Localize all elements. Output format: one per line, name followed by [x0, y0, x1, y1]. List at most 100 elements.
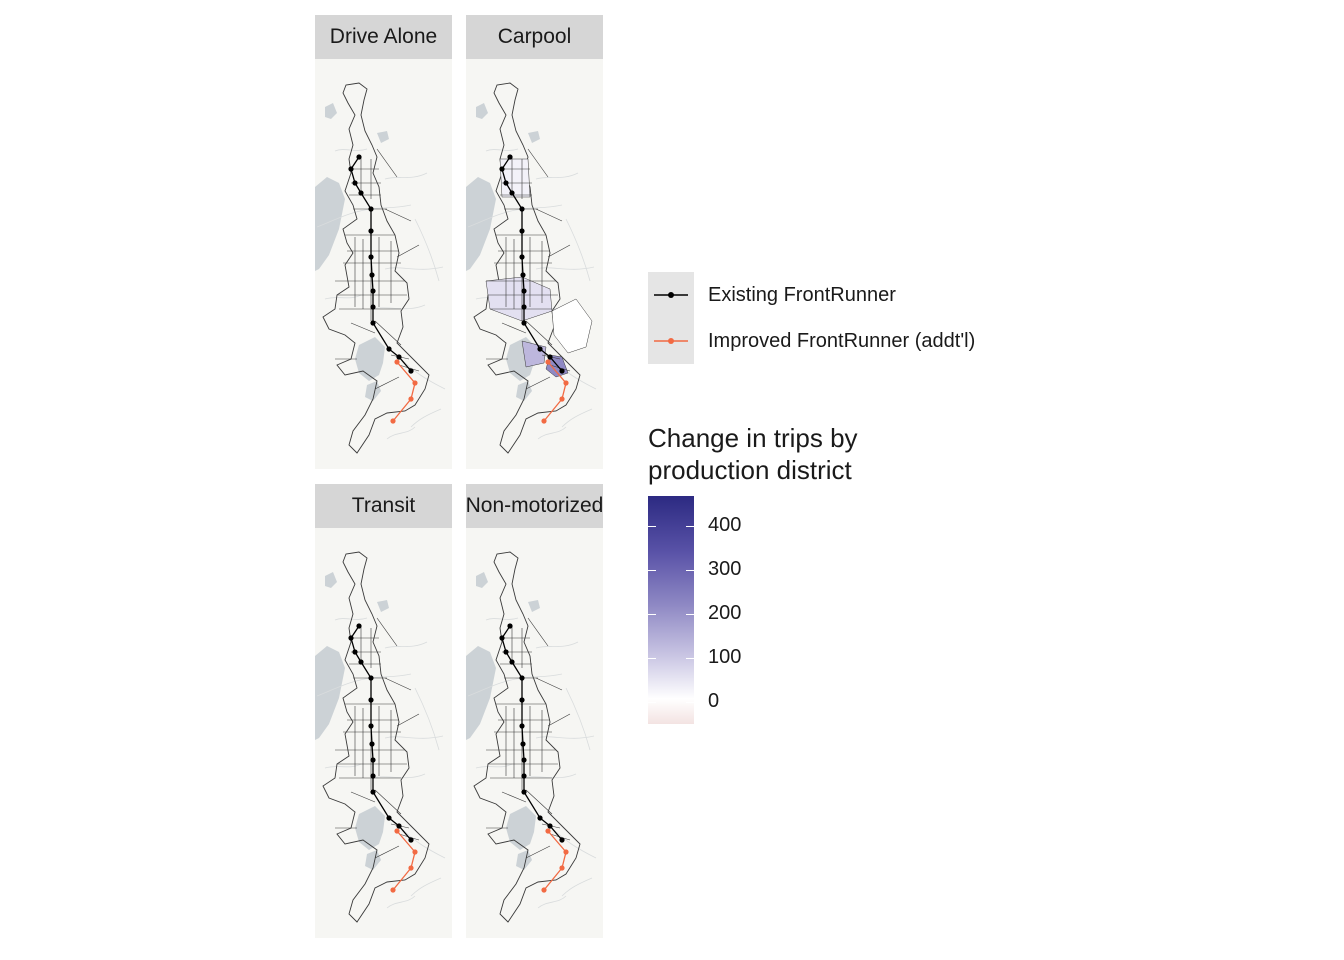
facet-non-motorized: Non-motorized	[466, 484, 603, 938]
water-body	[528, 600, 540, 612]
existing-station-point	[368, 723, 374, 729]
existing-station-point	[370, 789, 376, 795]
existing-station-point	[408, 837, 414, 843]
improved-station-point	[412, 849, 418, 855]
water-body	[506, 806, 536, 850]
basemap-road	[316, 677, 372, 697]
colorbar-tick	[686, 570, 694, 571]
existing-station-point	[507, 154, 513, 160]
basemap-background	[466, 59, 603, 469]
existing-station-point	[499, 635, 505, 641]
basemap-road	[410, 877, 442, 897]
map-panel	[315, 528, 452, 938]
basemap-road	[561, 877, 593, 897]
water-body	[528, 131, 540, 143]
existing-station-point	[519, 228, 525, 234]
colorbar-label-200: 200	[708, 602, 742, 624]
existing-station-point	[370, 757, 376, 763]
district-boundary	[374, 320, 402, 346]
map-panel	[315, 59, 452, 469]
basemap-road	[523, 773, 577, 779]
basemap-road	[485, 148, 519, 152]
basemap-road	[372, 304, 426, 310]
improved-station-point	[408, 396, 414, 402]
district-boundary	[350, 791, 376, 803]
map-svg	[466, 59, 603, 469]
basemap-road	[535, 172, 579, 180]
existing-station-point	[521, 288, 527, 294]
existing-station-point	[521, 757, 527, 763]
basemap-road	[316, 208, 372, 228]
colorbar-tick	[648, 702, 656, 703]
improved-station-point	[390, 887, 396, 893]
district-boundary	[350, 322, 376, 334]
legend-label-existing: Existing FrontRunner	[708, 284, 896, 306]
facet-label: Drive Alone	[329, 25, 438, 48]
basemap-road	[467, 677, 523, 697]
facet-strip: Drive Alone	[315, 15, 452, 59]
basemap-road	[372, 773, 426, 779]
existing-station-point	[356, 154, 362, 160]
existing-station-point	[352, 649, 358, 655]
colorbar	[648, 496, 694, 724]
colorbar-label-100: 100	[708, 646, 742, 668]
water-body	[466, 646, 496, 740]
basemap-road	[414, 687, 440, 751]
basemap-road	[384, 735, 444, 739]
basemap-road	[334, 617, 368, 621]
basemap-road	[475, 763, 513, 769]
district-boundary	[374, 845, 400, 859]
existing-station-point	[348, 635, 354, 641]
existing-station-point	[352, 180, 358, 186]
district-boundary	[374, 789, 402, 815]
facet-label: Transit	[351, 494, 416, 517]
improved-station-point	[559, 865, 565, 871]
water-body	[377, 131, 389, 143]
district-shade	[551, 298, 593, 354]
water-body	[466, 177, 496, 271]
improved-station-point	[563, 380, 569, 386]
existing-station-point	[356, 623, 362, 629]
colorbar-title-line1: Change in trips by	[648, 423, 858, 453]
basemap-road	[537, 895, 567, 909]
water-body	[355, 337, 385, 381]
basemap-road	[485, 617, 519, 621]
existing-station-point	[519, 254, 525, 260]
district-boundary	[527, 617, 549, 647]
district-outline	[322, 551, 430, 923]
water-body	[516, 850, 532, 870]
improved-station-point	[541, 887, 547, 893]
colorbar-tick	[686, 702, 694, 703]
improved-frontrunner-line	[392, 830, 416, 891]
water-body	[476, 572, 488, 588]
existing-station-point	[509, 659, 515, 665]
improved-frontrunner-key	[654, 338, 688, 344]
colorbar-tick	[686, 614, 694, 615]
district-boundary	[384, 208, 412, 222]
water-body	[355, 806, 385, 850]
existing-station-point	[369, 741, 375, 747]
district-boundary	[525, 845, 551, 859]
basemap-road	[535, 735, 595, 739]
existing-station-point	[358, 190, 364, 196]
existing-station-point	[386, 346, 392, 352]
existing-station-point	[503, 649, 509, 655]
district-boundary	[535, 677, 563, 691]
district-boundary	[396, 713, 420, 727]
water-body	[315, 177, 345, 271]
basemap-road	[386, 895, 416, 909]
existing-station-point	[509, 190, 515, 196]
colorbar-title-line2: production district	[648, 455, 852, 485]
existing-station-point	[521, 773, 527, 779]
facet-transit: Transit	[315, 484, 452, 938]
district-boundary	[396, 244, 420, 258]
existing-station-point	[559, 837, 565, 843]
improved-station-point	[412, 380, 418, 386]
basemap-road	[370, 673, 412, 679]
improved-station-point	[408, 865, 414, 871]
district-outline	[473, 551, 581, 923]
improved-station-point	[541, 418, 547, 424]
colorbar-label-300: 300	[708, 558, 742, 580]
district-boundary	[547, 244, 571, 258]
map-panel	[466, 59, 603, 469]
